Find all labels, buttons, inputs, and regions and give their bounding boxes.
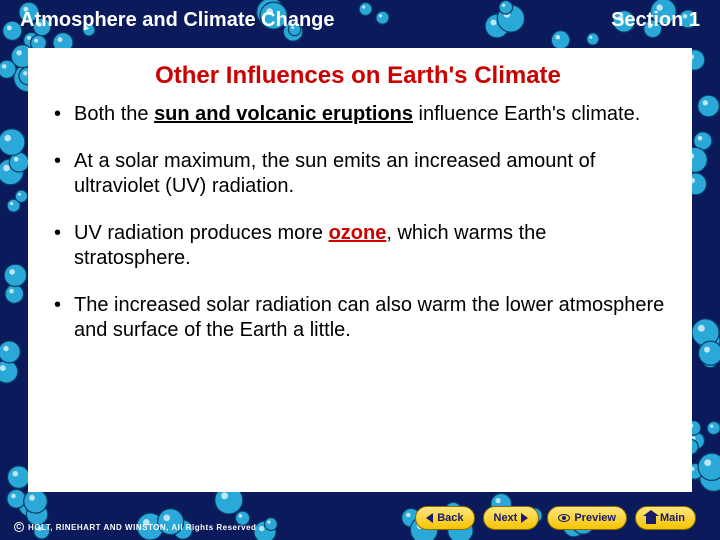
nav-bar: Back Next Preview Main <box>415 506 696 530</box>
slide: Atmosphere and Climate Change Section 1 … <box>0 0 720 540</box>
text-run: The increased solar radiation can also w… <box>74 294 664 341</box>
back-button[interactable]: Back <box>415 506 474 530</box>
text-run: influence Earth's climate. <box>413 103 640 125</box>
arrow-left-icon <box>426 513 433 523</box>
next-button[interactable]: Next <box>483 506 540 530</box>
bullet-item: Both the sun and volcanic eruptions infl… <box>48 102 668 127</box>
bullet-list: Both the sun and volcanic eruptions infl… <box>48 102 668 343</box>
content-panel: Other Influences on Earth's Climate Both… <box>28 48 692 492</box>
copyright: C HOLT, RINEHART AND WINSTON, All Rights… <box>14 522 256 532</box>
back-label: Back <box>437 512 463 524</box>
header-title-left: Atmosphere and Climate Change <box>20 9 335 32</box>
text-run: sun and volcanic eruptions <box>154 103 413 125</box>
bullet-item: UV radiation produces more ozone, which … <box>48 221 668 271</box>
copyright-text: HOLT, RINEHART AND WINSTON, All Rights R… <box>28 523 256 532</box>
text-run: Both the <box>74 103 154 125</box>
main-button[interactable]: Main <box>635 506 696 530</box>
header-title-right: Section 1 <box>611 9 700 32</box>
home-icon <box>646 516 656 524</box>
preview-label: Preview <box>574 512 616 524</box>
text-run: At a solar maximum, the sun emits an inc… <box>74 150 595 197</box>
bullet-item: At a solar maximum, the sun emits an inc… <box>48 149 668 199</box>
main-label: Main <box>660 512 685 524</box>
copyright-icon: C <box>14 522 24 532</box>
arrow-right-icon <box>521 513 528 523</box>
text-run: UV radiation produces more <box>74 222 329 244</box>
preview-button[interactable]: Preview <box>547 506 627 530</box>
text-run: ozone <box>329 222 387 244</box>
bullet-item: The increased solar radiation can also w… <box>48 293 668 343</box>
eye-icon <box>558 514 570 522</box>
header: Atmosphere and Climate Change Section 1 <box>0 0 720 40</box>
slide-title: Other Influences on Earth's Climate <box>48 62 668 90</box>
next-label: Next <box>494 512 518 524</box>
